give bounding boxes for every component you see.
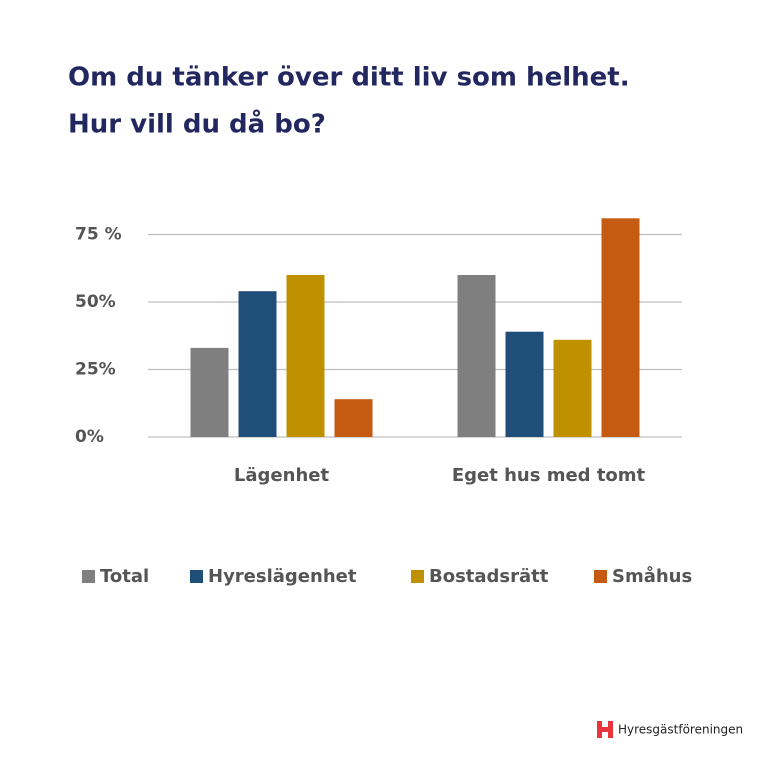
legend-swatch xyxy=(411,570,424,583)
bar xyxy=(286,275,325,437)
legend-label: Småhus xyxy=(612,565,692,587)
legend-swatch xyxy=(82,570,95,583)
bar xyxy=(190,347,229,437)
x-tick-label: Eget hus med tomt xyxy=(452,465,646,486)
bar xyxy=(601,218,640,437)
legend-label: Total xyxy=(100,566,149,587)
legend-swatch xyxy=(190,570,203,583)
bar xyxy=(505,331,544,437)
chart-title: Om du tänker över ditt liv som helhet. xyxy=(68,63,630,93)
logo-icon xyxy=(602,721,608,727)
y-tick-label: 50% xyxy=(75,292,116,312)
logo: Hyresgästföreningen xyxy=(597,721,743,738)
legend-label: Hyreslägenhet xyxy=(208,566,357,587)
bar xyxy=(238,291,277,437)
chart-title: Hur vill du då bo? xyxy=(68,108,326,140)
logo-icon xyxy=(602,732,608,738)
bar xyxy=(457,275,496,437)
bar xyxy=(334,399,373,437)
y-tick-label: 0% xyxy=(75,427,104,447)
brand-name: Hyresgästföreningen xyxy=(618,723,743,737)
y-tick-label: 75 % xyxy=(75,225,122,245)
legend-label: Bostadsrätt xyxy=(429,566,549,587)
legend-swatch xyxy=(594,570,607,583)
bar xyxy=(553,339,592,437)
logo-icon xyxy=(597,721,613,738)
x-tick-label: Lägenhet xyxy=(234,465,330,486)
y-tick-label: 25% xyxy=(75,360,116,380)
